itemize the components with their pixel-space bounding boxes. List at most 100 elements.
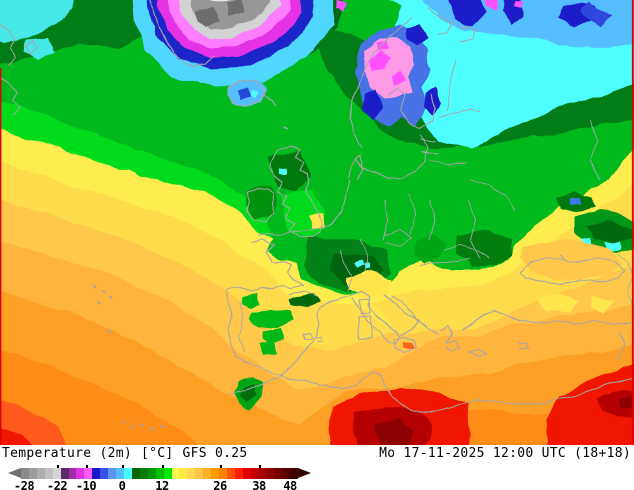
coast-corsica-sardinia (357, 298, 373, 340)
region-cyan-nw-blob (26, 38, 56, 60)
balkans-dark-green (457, 229, 514, 267)
legend-color-segment (242, 468, 251, 479)
legend-color-segment (234, 468, 243, 479)
region-red-sw-corner (0, 427, 33, 445)
coast-crete-cyprus (467, 342, 530, 357)
temperature-field (0, 0, 634, 445)
legend-color-segment (147, 468, 156, 479)
sierra-nevada-green (256, 342, 278, 356)
region-brightgreen-band (0, 101, 270, 240)
scandinavia-magenta2 (391, 71, 405, 85)
coast-west-edge1 (0, 24, 17, 67)
coast-norway (349, 17, 413, 149)
region-blue-streak4 (582, 2, 612, 26)
coast-adriatic (383, 294, 439, 335)
legend-arrow-left (8, 468, 21, 478)
coast-great-britain (269, 145, 323, 238)
black-sea-gold (520, 240, 622, 280)
legend-color-segment (21, 468, 29, 479)
region-magenta-speck3 (514, 0, 525, 8)
legend-color-segment (44, 468, 53, 479)
rivers-east (447, 59, 601, 259)
legend-tick-mark (57, 465, 59, 468)
legend-color-segment (139, 468, 148, 479)
legend-color-segment (195, 468, 204, 479)
region-blue-streak1 (448, 0, 484, 26)
greenland-darkgray-spot1 (196, 9, 221, 28)
legend-color-segment (76, 468, 85, 479)
scandinavia-magenta3 (377, 42, 388, 52)
legend-tick-label: -10 (75, 479, 97, 490)
legend-color-segment (131, 468, 140, 479)
legend-color-segment (92, 468, 101, 479)
legend-tick-label: 26 (213, 479, 227, 490)
coast-west-edge2 (0, 39, 39, 115)
legend-color-segment (100, 468, 109, 479)
legend-color-segment (60, 468, 69, 479)
legend-color-segment (163, 468, 172, 479)
coast-iberia (226, 284, 353, 375)
caucasus-dark-green (586, 222, 634, 242)
turkey-yellow2 (590, 296, 614, 312)
legend-color-segment (155, 468, 164, 479)
legend-color-segment (108, 468, 117, 479)
region-red-se (545, 364, 634, 445)
legend-tick-label: 38 (252, 479, 266, 490)
product-label: Temperature (2m) (2, 446, 133, 461)
border-germany-poland-czech (382, 194, 416, 247)
border-spain-portugal (237, 301, 246, 353)
border-pyrenees (289, 290, 319, 297)
scotland-dark-green (268, 150, 310, 192)
sicily-hot-spot (402, 342, 414, 349)
pyrenees-dark-green (288, 295, 320, 308)
unit-label: [°C] (141, 446, 174, 461)
legend-color-segment (211, 468, 220, 479)
islands-balearic (302, 332, 323, 342)
iberia-green2 (250, 308, 292, 330)
map-title: Temperature (2m) [°C] GFS 0.25 (2, 446, 248, 461)
ireland-green (246, 187, 276, 219)
legend-tick-label: 12 (155, 479, 169, 490)
legend-tick-mark (162, 465, 164, 468)
legend-color-segment (226, 468, 235, 479)
region-cyan-nw-corner (0, 0, 76, 42)
islands-azores-madeira (92, 284, 113, 333)
region-magenta-speck1 (485, 0, 498, 10)
legend-tick-label: 0 (118, 479, 126, 490)
coast-baltic-north (387, 87, 481, 129)
legend-tick-mark (122, 465, 124, 468)
coast-iceland (226, 79, 277, 107)
legend-color-segment (28, 468, 37, 479)
coast-north-africa (227, 371, 634, 414)
coast-france-west (251, 239, 304, 286)
legend-color-segment (116, 468, 124, 479)
coastlines-borders (0, 0, 634, 431)
temperature-map (0, 0, 634, 445)
coast-greenland (149, 0, 215, 67)
volga-hills-blue-spot (568, 196, 583, 205)
legend-color-segment (258, 468, 267, 479)
legend-color-segment (123, 468, 132, 479)
islands-faroe (283, 126, 288, 130)
legend-tick-label: -22 (46, 479, 68, 490)
scandinavia-pink-blob (364, 38, 415, 98)
border-ukraine-romania-danube (419, 199, 489, 266)
legend-color-segment (219, 468, 227, 479)
legend-color-segment (250, 468, 259, 479)
color-scale-legend: -28 -22 -10 0 12 26 38 48 (0, 465, 634, 490)
legend-tick-label: -28 (13, 479, 35, 490)
legend-color-segment (36, 468, 45, 479)
coast-greece (439, 310, 495, 353)
iceland-blue-spot (238, 88, 251, 99)
region-darkest-se (618, 396, 634, 410)
islands-canary (121, 421, 164, 431)
turkey-yellow1 (536, 294, 580, 312)
legend-tick-mark (220, 465, 222, 468)
region-magenta-speck2 (335, 0, 346, 10)
border-france-germany (339, 239, 369, 291)
iberia-green1 (241, 293, 260, 308)
legend-color-segment (52, 468, 61, 479)
legend-color-segment (179, 468, 188, 479)
greenland-darkgray-spot2 (226, 0, 244, 16)
map-canvas (0, 0, 634, 445)
